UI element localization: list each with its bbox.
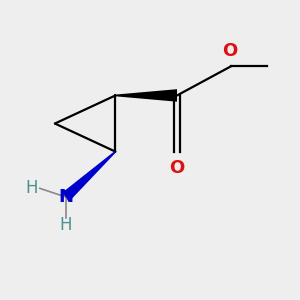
Text: O: O	[169, 159, 184, 177]
Text: O: O	[222, 42, 238, 60]
Text: H: H	[25, 179, 38, 197]
Text: N: N	[58, 188, 73, 206]
Polygon shape	[116, 89, 177, 102]
Text: H: H	[59, 216, 72, 234]
Polygon shape	[62, 151, 116, 201]
